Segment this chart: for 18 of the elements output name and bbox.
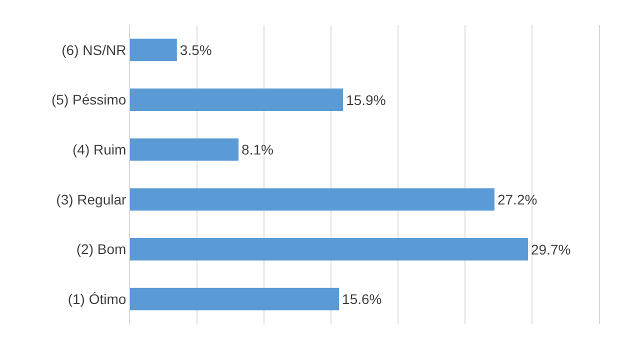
data-label: 27.2% (497, 191, 538, 208)
data-label: 3.5% (180, 42, 212, 58)
bar (130, 88, 344, 111)
y-tick-label: (6) NS/NR (62, 42, 126, 58)
bar (130, 38, 177, 62)
y-tick-label: (1) Ótimo (68, 290, 126, 307)
bar (130, 138, 239, 161)
data-label: 29.7% (530, 241, 571, 258)
y-tick-label: (3) Regular (56, 191, 127, 208)
y-tick-label: (5) Péssimo (52, 92, 126, 108)
bar (130, 238, 528, 260)
bar (130, 288, 340, 310)
data-label: 15.6% (342, 291, 382, 308)
y-tick-label: (2) Bom (76, 241, 126, 258)
bar (130, 188, 494, 211)
y-tick-label: (4) Ruim (72, 141, 126, 158)
data-label: 15.9% (346, 92, 386, 108)
data-label: 8.1% (242, 142, 274, 158)
